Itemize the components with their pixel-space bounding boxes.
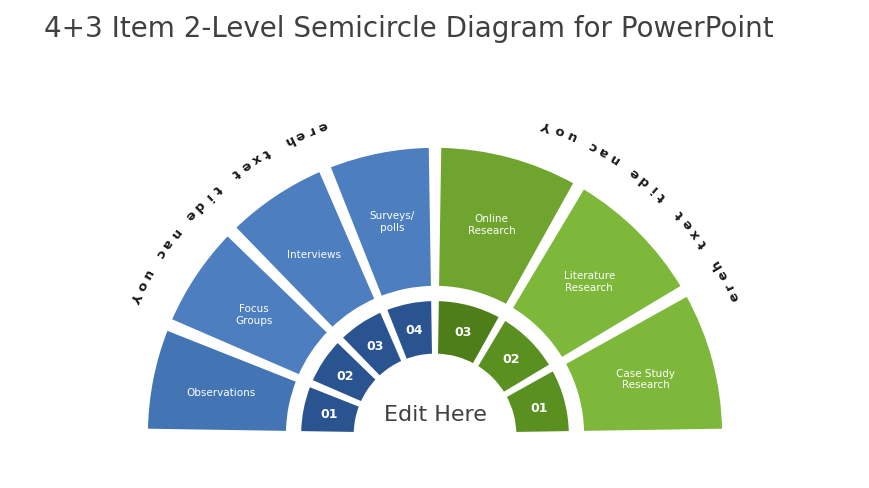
Text: 04: 04 <box>405 323 422 336</box>
Text: x: x <box>249 151 262 166</box>
Text: Surveys/
polls: Surveys/ polls <box>369 211 415 232</box>
Text: 03: 03 <box>366 339 383 352</box>
Text: c: c <box>586 138 599 153</box>
Text: 02: 02 <box>501 353 519 366</box>
Text: t: t <box>209 181 223 195</box>
Text: e: e <box>680 216 695 231</box>
Text: 02: 02 <box>336 369 354 382</box>
Text: e: e <box>626 164 641 181</box>
Text: n: n <box>606 150 620 166</box>
Wedge shape <box>341 311 403 378</box>
Text: Case Study
Research: Case Study Research <box>615 368 674 389</box>
Text: 4+3 Item 2-Level Semicircle Diagram for PowerPoint: 4+3 Item 2-Level Semicircle Diagram for … <box>43 15 773 42</box>
Text: Edit Here: Edit Here <box>383 405 486 425</box>
Text: e: e <box>238 157 253 173</box>
Text: n: n <box>166 225 182 241</box>
Text: Y: Y <box>541 118 554 133</box>
Text: i: i <box>201 190 214 203</box>
Text: Online
Research: Online Research <box>467 214 514 236</box>
Text: t: t <box>229 165 242 180</box>
Text: r: r <box>305 122 315 137</box>
Wedge shape <box>435 300 501 366</box>
Text: x: x <box>687 225 702 240</box>
Wedge shape <box>437 147 574 306</box>
Text: t: t <box>695 236 709 249</box>
Wedge shape <box>385 300 434 361</box>
Text: e: e <box>182 206 198 222</box>
Text: e: e <box>726 289 741 303</box>
Text: 03: 03 <box>454 325 471 338</box>
Text: h: h <box>281 132 295 148</box>
Text: e: e <box>292 127 306 142</box>
Text: o: o <box>133 278 149 292</box>
Text: u: u <box>139 266 155 281</box>
Text: Observations: Observations <box>186 387 255 398</box>
Text: o: o <box>552 122 566 138</box>
Text: d: d <box>190 197 207 213</box>
Wedge shape <box>563 295 723 433</box>
Text: a: a <box>596 144 610 160</box>
Wedge shape <box>146 329 298 433</box>
Text: u: u <box>563 127 577 142</box>
Wedge shape <box>310 341 377 404</box>
Text: e: e <box>714 267 730 281</box>
Wedge shape <box>504 369 570 434</box>
Text: a: a <box>159 235 175 250</box>
Wedge shape <box>510 188 682 360</box>
Text: 01: 01 <box>321 407 338 421</box>
Text: r: r <box>720 279 735 291</box>
Wedge shape <box>234 170 376 329</box>
Text: Interviews: Interviews <box>287 249 341 259</box>
Text: d: d <box>635 172 651 188</box>
Wedge shape <box>475 319 551 394</box>
Text: Y: Y <box>128 289 143 303</box>
Wedge shape <box>299 385 361 434</box>
Text: c: c <box>152 246 168 260</box>
Text: i: i <box>647 182 659 194</box>
Text: Focus
Groups: Focus Groups <box>235 304 272 325</box>
Text: t: t <box>655 189 668 203</box>
Wedge shape <box>169 234 328 377</box>
Wedge shape <box>328 147 432 298</box>
Text: e: e <box>315 118 328 133</box>
Text: h: h <box>708 256 724 271</box>
Wedge shape <box>355 356 514 435</box>
Text: Literature
Research: Literature Research <box>563 270 614 292</box>
Text: 01: 01 <box>529 401 547 414</box>
Text: t: t <box>260 144 272 159</box>
Text: t: t <box>672 207 686 221</box>
